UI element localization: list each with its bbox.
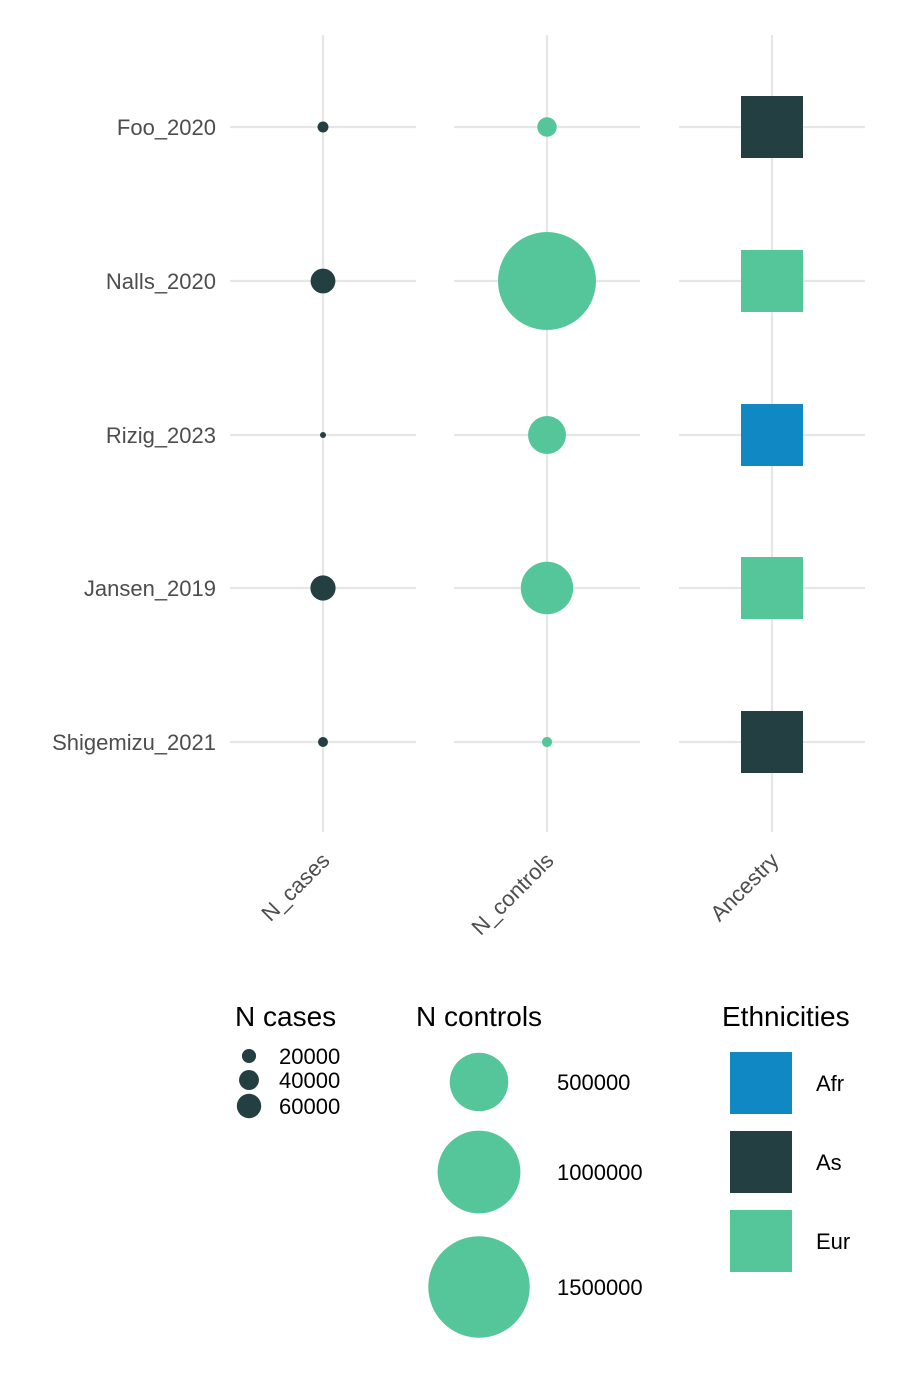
legend-controls-label: 1000000	[557, 1160, 643, 1185]
ancestry-square	[741, 711, 803, 773]
legend-cases-key	[241, 1048, 257, 1064]
column-label: Ancestry	[705, 848, 783, 926]
column-label: N_cases	[256, 848, 334, 926]
legend-ethnicity-key	[730, 1131, 792, 1193]
row-label: Foo_2020	[117, 115, 216, 140]
legend-ethnicity-key	[730, 1210, 792, 1272]
legend-controls-key	[428, 1236, 530, 1338]
n-controls-point	[541, 736, 553, 748]
row-label: Shigemizu_2021	[52, 730, 216, 755]
legend-controls-label: 500000	[557, 1070, 630, 1095]
legend-ethnicity-label: As	[816, 1150, 842, 1175]
legend-n-controls: N controls 500000 1000000 1500000	[416, 1001, 643, 1338]
legend-ethnicity-key	[730, 1052, 792, 1114]
legend-cases-key	[239, 1070, 259, 1090]
n-cases-point	[320, 432, 326, 438]
legend-controls-key	[449, 1052, 509, 1112]
column-labels: N_cases N_controls Ancestry	[256, 848, 783, 940]
legend-cases-title: N cases	[235, 1001, 336, 1032]
legend-cases-label: 40000	[279, 1068, 340, 1093]
legend-controls-title: N controls	[416, 1001, 542, 1032]
legend-cases-label: 20000	[279, 1044, 340, 1069]
legend-ethnicity-label: Eur	[816, 1229, 850, 1254]
n-controls-point	[537, 117, 557, 137]
row-labels: Foo_2020 Nalls_2020 Rizig_2023 Jansen_2019 S…	[52, 115, 216, 755]
n-controls-point	[528, 416, 566, 454]
row-label: Rizig_2023	[106, 423, 216, 448]
ancestry-square	[741, 250, 803, 312]
ancestry-square	[741, 557, 803, 619]
legend-ethnicity-label: Afr	[816, 1071, 844, 1096]
n-cases-point	[310, 268, 336, 294]
legend-cases-label: 60000	[279, 1094, 340, 1119]
n-cases-point	[310, 575, 336, 601]
legend-ethnicities-title: Ethnicities	[722, 1001, 850, 1032]
legend-controls-label: 1500000	[557, 1275, 643, 1300]
marks	[310, 96, 803, 773]
legend-cases-key	[236, 1093, 262, 1119]
ancestry-square	[741, 404, 803, 466]
n-cases-point	[317, 121, 329, 133]
n-cases-point	[318, 737, 328, 747]
n-controls-point	[520, 561, 574, 615]
legend-controls-key	[437, 1130, 521, 1214]
row-label: Jansen_2019	[84, 576, 216, 601]
n-controls-point	[498, 232, 596, 330]
row-label: Nalls_2020	[106, 269, 216, 294]
legend-ethnicities: Ethnicities Afr As Eur	[722, 1001, 850, 1272]
column-label: N_controls	[467, 848, 559, 940]
ancestry-square	[741, 96, 803, 158]
